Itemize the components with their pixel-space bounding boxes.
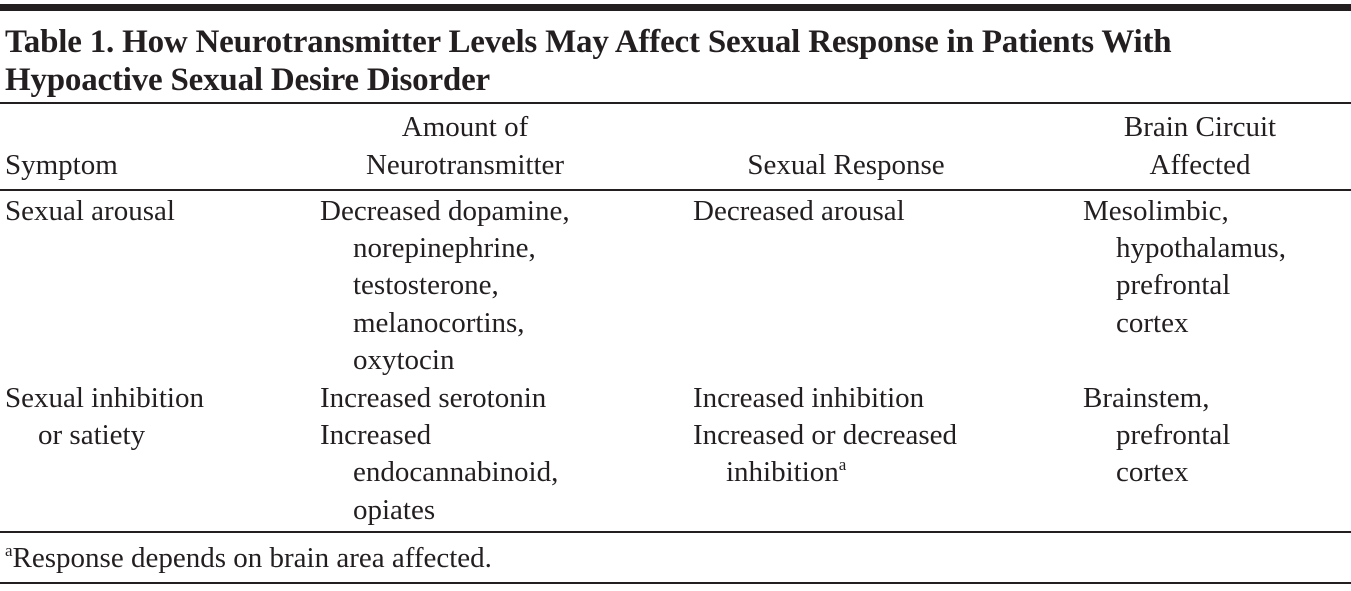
table-title: Hypoactive Sexual Desire Disorder bbox=[5, 62, 490, 98]
cell-line: Increased bbox=[320, 418, 432, 451]
cell-line: oxytocin bbox=[353, 344, 455, 377]
cell-text: Increased bbox=[320, 417, 431, 454]
cell-line: testosterone, bbox=[353, 269, 499, 302]
footnote-text: Response depends on brain area affected. bbox=[12, 542, 492, 574]
cell-line: Increased serotonin bbox=[320, 381, 547, 414]
cell-line: Decreased arousal bbox=[693, 194, 905, 227]
column-header: Brain Circuit bbox=[1123, 111, 1277, 144]
column-header: Neurotransmitter bbox=[365, 148, 565, 181]
table-title: Table 1. How Neurotransmitter Levels May… bbox=[5, 24, 1172, 60]
cell-text: Increased serotonin bbox=[320, 380, 546, 417]
cell-text: hypothalamus, bbox=[1116, 230, 1286, 267]
cell-text: cortex bbox=[1116, 454, 1188, 491]
footnote: aResponse depends on brain area affected… bbox=[5, 540, 492, 577]
cell-text: opiates bbox=[353, 492, 435, 529]
cell-line: cortex bbox=[1116, 306, 1189, 339]
cell-line: or satiety bbox=[38, 418, 146, 451]
cell-line: Increased inhibition bbox=[693, 381, 925, 414]
cell-text: inhibitiona bbox=[726, 454, 846, 491]
cell-text: testosterone, bbox=[353, 267, 499, 304]
body-rule bbox=[0, 531, 1351, 533]
cell-line: Sexual arousal bbox=[5, 194, 175, 227]
cell-line: Sexual inhibition bbox=[5, 381, 204, 414]
cell-text: prefrontal bbox=[1116, 267, 1230, 304]
cell-line: norepinephrine, bbox=[353, 231, 536, 264]
cell-text: Brainstem, bbox=[1083, 380, 1209, 417]
cell-text: Increased inhibition bbox=[693, 380, 924, 417]
cell-line: Mesolimbic, bbox=[1083, 194, 1229, 227]
cell-line: Decreased dopamine, bbox=[320, 194, 570, 227]
cell-text: Sexual inhibition bbox=[5, 380, 204, 417]
cell-text: Decreased dopamine, bbox=[320, 193, 570, 230]
cell-text: oxytocin bbox=[353, 342, 455, 379]
cell-line: opiates bbox=[353, 493, 436, 526]
cell-text: Sexual arousal bbox=[5, 193, 175, 230]
column-header: Amount of bbox=[401, 111, 529, 144]
column-header: Sexual Response bbox=[747, 148, 945, 181]
cell-line: hypothalamus, bbox=[1116, 231, 1286, 264]
cell-line: Brainstem, bbox=[1083, 381, 1210, 414]
cell-line: prefrontal bbox=[1116, 269, 1231, 302]
top-rule bbox=[0, 4, 1351, 11]
cell-text: prefrontal bbox=[1116, 417, 1230, 454]
footnote-marker: a bbox=[838, 455, 847, 475]
cell-text: endocannabinoid, bbox=[353, 454, 558, 491]
cell-text: norepinephrine, bbox=[353, 230, 536, 267]
footnote-marker: a bbox=[5, 541, 13, 560]
cell-text: Decreased arousal bbox=[693, 193, 905, 230]
cell-text: Mesolimbic, bbox=[1083, 193, 1229, 230]
cell-line: prefrontal bbox=[1116, 418, 1231, 451]
cell-text: melanocortins, bbox=[353, 305, 525, 342]
column-header: Symptom bbox=[5, 148, 118, 181]
cell-line: Increased or decreased bbox=[693, 418, 958, 451]
cell-text: or satiety bbox=[38, 417, 145, 454]
bottom-rule bbox=[0, 582, 1351, 584]
title-rule bbox=[0, 102, 1351, 104]
column-header: Affected bbox=[1149, 148, 1251, 181]
cell-line: melanocortins, bbox=[353, 306, 525, 339]
cell-text: Increased or decreased bbox=[693, 417, 957, 454]
cell-line: inhibition bbox=[726, 456, 839, 489]
header-rule bbox=[0, 189, 1351, 191]
cell-text: cortex bbox=[1116, 305, 1188, 342]
cell-line: endocannabinoid, bbox=[353, 456, 559, 489]
cell-line: cortex bbox=[1116, 456, 1189, 489]
